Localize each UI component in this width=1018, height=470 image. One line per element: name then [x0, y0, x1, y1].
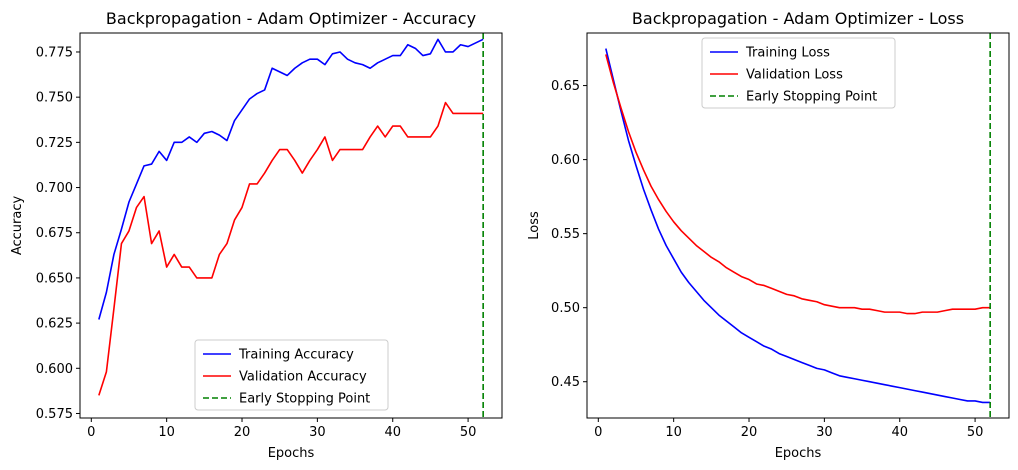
- y-tick-label: 0.725: [36, 136, 73, 151]
- plot-frame: [586, 32, 1010, 419]
- y-tick-label: 0.625: [36, 317, 73, 332]
- series-line-validation-loss: [605, 54, 991, 315]
- y-tick-label: 0.650: [36, 271, 73, 286]
- x-axis-label: Epochs: [268, 446, 315, 461]
- x-tick-label: 40: [891, 425, 908, 440]
- y-tick-label: 0.575: [36, 407, 73, 422]
- legend-label: Training Accuracy: [238, 348, 354, 363]
- x-tick-label: 20: [234, 425, 251, 440]
- legend-label: Validation Accuracy: [239, 370, 367, 385]
- y-tick-label: 0.600: [36, 362, 73, 377]
- y-tick-label: 0.45: [551, 375, 580, 390]
- x-tick-label: 50: [967, 425, 984, 440]
- y-tick-label: 0.60: [551, 153, 580, 168]
- x-tick-label: 10: [158, 425, 175, 440]
- y-tick-label: 0.750: [36, 91, 73, 106]
- y-tick-label: 0.65: [551, 79, 580, 94]
- y-axis-label: Loss: [527, 211, 542, 240]
- series-line-training-accuracy: [98, 38, 484, 320]
- legend-label: Early Stopping Point: [239, 392, 370, 407]
- x-tick-label: 50: [460, 425, 477, 440]
- y-tick-label: 0.55: [551, 227, 580, 242]
- y-tick-label: 0.700: [36, 181, 73, 196]
- y-axis-label: Accuracy: [10, 196, 25, 256]
- chart-panel-2: Backpropagation - Adam Optimizer - Loss 0…: [527, 9, 1010, 461]
- y-tick-label: 0.775: [36, 45, 73, 60]
- series-line-training-loss: [605, 48, 991, 404]
- legend: Training Loss Validation Loss Early Stoppi…: [701, 37, 896, 109]
- chart-title: Backpropagation - Adam Optimizer - Loss: [632, 9, 964, 28]
- x-tick-label: 30: [816, 425, 833, 440]
- x-tick-label: 0: [87, 425, 95, 440]
- legend: Training Accuracy Validation Accuracy Earl…: [194, 339, 389, 411]
- series-line-validation-accuracy: [98, 101, 484, 396]
- legend-label: Early Stopping Point: [746, 90, 877, 105]
- x-tick-label: 40: [384, 425, 401, 440]
- x-tick-label: 0: [594, 425, 602, 440]
- legend-label: Validation Loss: [746, 68, 843, 83]
- legend-label: Training Loss: [745, 46, 830, 61]
- x-tick-label: 30: [309, 425, 326, 440]
- plot-frame: [79, 32, 503, 419]
- x-axis-label: Epochs: [775, 446, 822, 461]
- legend-box: [701, 37, 896, 109]
- chart-panel-1: Backpropagation - Adam Optimizer - Accur…: [10, 9, 503, 461]
- chart-title: Backpropagation - Adam Optimizer - Accur…: [106, 9, 476, 28]
- x-tick-label: 20: [741, 425, 758, 440]
- x-tick-label: 10: [665, 425, 682, 440]
- y-tick-label: 0.675: [36, 226, 73, 241]
- y-tick-label: 0.50: [551, 301, 580, 316]
- legend-box: [194, 339, 389, 411]
